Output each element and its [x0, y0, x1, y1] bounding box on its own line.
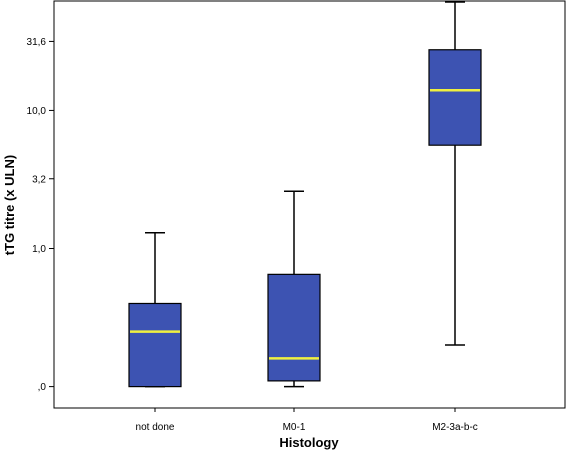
box-group [128, 232, 182, 388]
y-tick-label: 3,2 [32, 174, 46, 185]
plot-frame [53, 0, 566, 409]
plot-area-border [53, 0, 566, 409]
interquartile-box [428, 49, 482, 146]
y-tick-label: ,0 [38, 382, 47, 393]
box-group [267, 190, 321, 388]
y-axis-title: tTG titre (x ULN) [2, 155, 17, 255]
x-axis-title: Histology [279, 435, 339, 450]
interquartile-box [267, 273, 321, 382]
box-group [428, 1, 482, 346]
x-tick-label: not done [136, 422, 175, 433]
x-axis-ticks: not done M0-1 M2-3a-b-c [136, 408, 478, 433]
y-tick-label: 31,6 [27, 37, 47, 48]
box-series [128, 1, 482, 388]
interquartile-box [128, 302, 182, 388]
y-axis-ticks: ,0 1,0 3,2 10,0 31,6 [27, 37, 54, 393]
x-tick-label: M2-3a-b-c [432, 422, 478, 433]
x-tick-label: M0-1 [283, 422, 306, 433]
y-tick-label: 10,0 [27, 106, 47, 117]
y-tick-label: 1,0 [32, 244, 46, 255]
